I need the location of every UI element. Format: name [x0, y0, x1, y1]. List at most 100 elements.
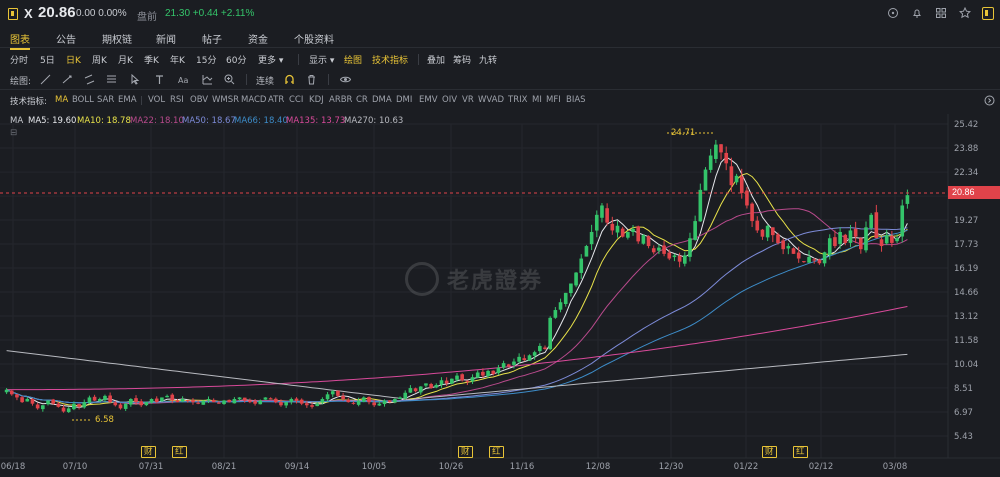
candle-body [123, 403, 128, 409]
indicator-bias[interactable]: BIAS [566, 95, 586, 105]
target-icon[interactable] [886, 6, 900, 20]
channel-tool-icon[interactable] [84, 74, 98, 86]
period-15min[interactable]: 15分 [196, 56, 217, 66]
period-60min[interactable]: 60分 [226, 56, 247, 66]
candle-body [92, 396, 97, 401]
y-tick-label: 23.88 [954, 144, 978, 154]
eye-icon[interactable] [339, 74, 354, 86]
candle-body [770, 227, 775, 236]
candle-body [765, 225, 770, 238]
indicator-arbr[interactable]: ARBR [329, 95, 353, 105]
draw-toggle[interactable]: 绘图 [344, 56, 363, 66]
indicator-wvad[interactable]: WVAD [478, 95, 505, 105]
indicator-macd[interactable]: MACD [241, 95, 267, 105]
earnings-badge[interactable]: 财 [141, 446, 156, 458]
candle-body [450, 378, 454, 384]
measure-tool-icon[interactable] [202, 74, 216, 86]
candle-body [35, 404, 40, 409]
tab-announcements[interactable]: 公告 [56, 35, 76, 46]
display-menu[interactable]: 显示 ▾ [309, 53, 334, 66]
indicator-wmsr[interactable]: WMSR [212, 95, 240, 105]
indicator-trix[interactable]: TRIX [508, 95, 528, 105]
collapse-icon[interactable]: ⊟ [10, 128, 18, 138]
indicator-ma[interactable]: MA [55, 95, 69, 105]
candle-body [289, 399, 294, 402]
dividend-badge[interactable]: 红 [172, 446, 187, 458]
indicators-toggle[interactable]: 技术指标 [372, 56, 409, 66]
indicator-mi[interactable]: MI [532, 95, 542, 105]
candle-body [294, 398, 299, 401]
dividend-badge[interactable]: 红 [793, 446, 808, 458]
x-tick-label: 06/18 [1, 462, 26, 472]
bell-icon[interactable] [910, 6, 924, 20]
tab-company-profile[interactable]: 个股资料 [294, 35, 334, 46]
candle-body [258, 400, 263, 405]
ticker-symbol: X [24, 6, 33, 21]
indicator-rsi[interactable]: RSI [170, 95, 184, 105]
candle-body [594, 214, 599, 231]
indicator-atr[interactable]: ATR [268, 95, 285, 105]
period-yearly[interactable]: 年K [170, 56, 185, 66]
magnet-icon[interactable] [284, 74, 298, 86]
period-more[interactable]: 更多 ▾ [258, 53, 283, 66]
candle-body [853, 228, 858, 237]
earnings-badge[interactable]: 财 [458, 446, 473, 458]
candle-body [574, 272, 578, 286]
x-tick-label: 08/21 [212, 462, 237, 472]
indicator-cci[interactable]: CCI [289, 95, 304, 105]
period-daily[interactable]: 日K [66, 56, 81, 66]
font-size-icon[interactable]: Aa [178, 74, 192, 86]
indicator-vr[interactable]: VR [462, 95, 474, 105]
tab-news[interactable]: 新闻 [156, 35, 176, 46]
candle-body [30, 399, 35, 404]
candle-body [103, 395, 107, 401]
dividend-badge[interactable]: 红 [489, 446, 504, 458]
indicator-boll[interactable]: BOLL [72, 95, 94, 105]
text-tool-icon[interactable] [154, 74, 168, 86]
indicator-vol[interactable]: VOL [148, 95, 166, 105]
continuous-draw-toggle[interactable]: 连续 [256, 77, 275, 87]
zoom-icon[interactable] [224, 74, 238, 86]
cursor-tool-icon[interactable] [130, 73, 144, 86]
tab-chart[interactable]: 图表 [10, 31, 30, 50]
indicator-cr[interactable]: CR [356, 95, 368, 105]
nine-turn-button[interactable]: 九转 [479, 56, 498, 66]
candle-body [82, 402, 87, 408]
indicator-obv[interactable]: OBV [190, 95, 209, 105]
indicator-oiv[interactable]: OIV [442, 95, 458, 105]
period-weekly[interactable]: 周K [92, 56, 107, 66]
candle-body [61, 407, 66, 412]
indicator-mfi[interactable]: MFI [546, 95, 561, 105]
star-icon[interactable] [958, 6, 972, 20]
indicator-kdj[interactable]: KDJ [309, 95, 324, 105]
period-quarterly[interactable]: 季K [144, 56, 159, 66]
y-tick-label: 5.43 [954, 432, 973, 442]
fib-tool-icon[interactable] [106, 74, 120, 86]
period-monthly[interactable]: 月K [118, 56, 133, 66]
period-5d[interactable]: 5日 [40, 56, 55, 66]
tab-options-chain[interactable]: 期权链 [102, 35, 132, 46]
candle-body [822, 252, 827, 264]
period-intraday[interactable]: 分时 [10, 56, 29, 66]
candle-body [356, 400, 361, 405]
chevron-right-icon[interactable] [984, 95, 998, 107]
grid-icon[interactable] [934, 6, 948, 20]
indicator-dmi[interactable]: DMI [396, 95, 413, 105]
bookmark-icon[interactable] [982, 6, 994, 20]
tab-capital[interactable]: 资金 [248, 35, 268, 46]
chips-button[interactable]: 筹码 [453, 56, 472, 66]
overlay-button[interactable]: 叠加 [427, 56, 446, 66]
candle-body [242, 397, 247, 401]
tab-posts[interactable]: 帖子 [202, 35, 222, 46]
earnings-badge[interactable]: 财 [762, 446, 777, 458]
candle-body [372, 402, 376, 406]
candle-body [87, 397, 92, 403]
indicator-sar[interactable]: SAR [97, 95, 115, 105]
line-tool-icon[interactable] [40, 74, 54, 86]
indicator-ema[interactable]: EMA [118, 95, 137, 105]
trash-icon[interactable] [306, 74, 320, 86]
indicator-emv[interactable]: EMV [419, 95, 438, 105]
indicator-dma[interactable]: DMA [372, 95, 392, 105]
ray-tool-icon[interactable] [62, 74, 76, 86]
